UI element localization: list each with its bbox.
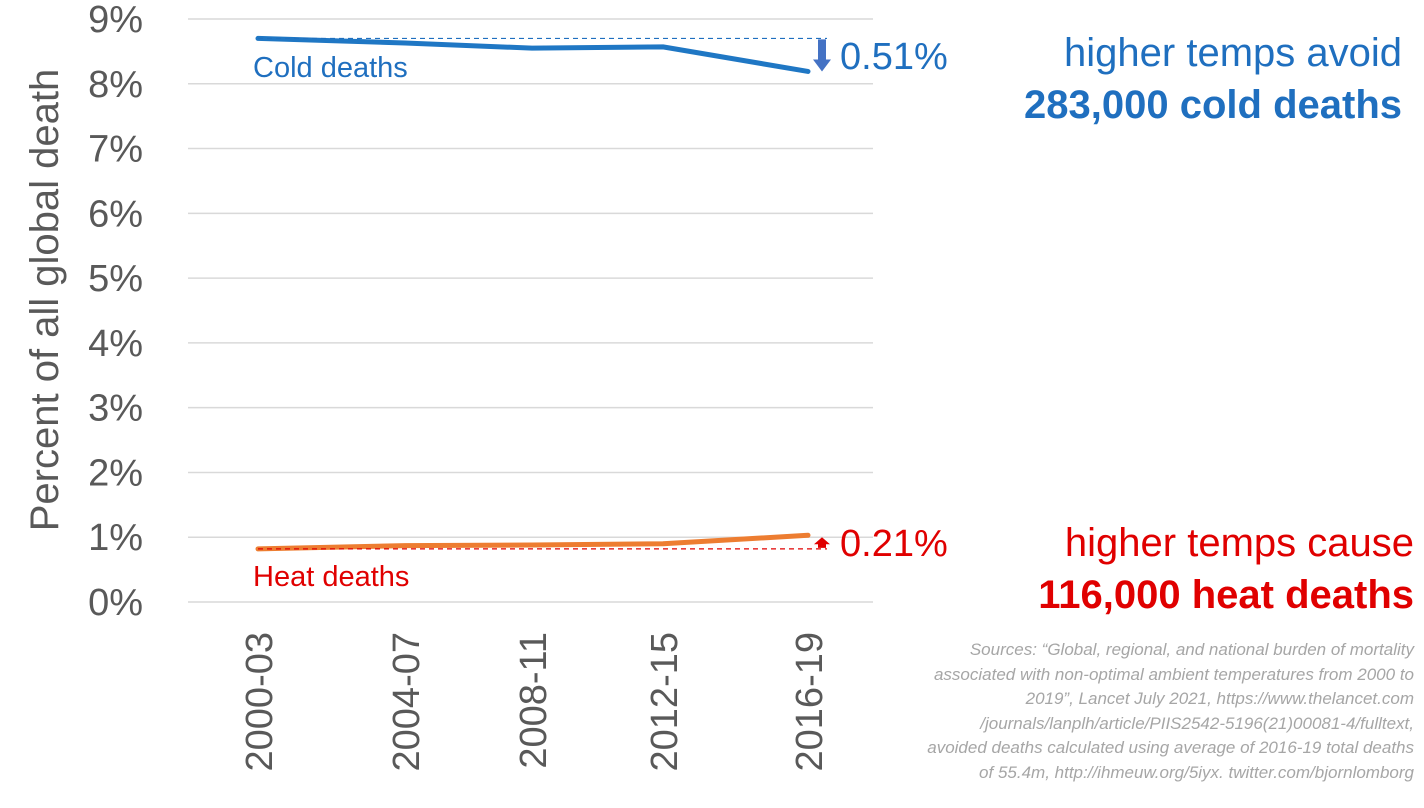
x-tick-label: 2000-03 [239, 632, 281, 771]
y-tick-label: 3% [88, 388, 143, 430]
y-tick-label: 9% [88, 0, 143, 41]
cold-callout: higher temps avoid 283,000 cold deaths [1024, 27, 1402, 131]
sources-line: associated with non-optimal ambient temp… [933, 664, 1414, 684]
y-tick-label: 7% [88, 129, 143, 171]
series-group: Cold deaths Heat deaths [253, 35, 811, 593]
y-tick-label: 0% [88, 582, 143, 624]
sources-line: /journals/lanplh/article/PIIS2542-5196(2… [980, 713, 1414, 733]
y-tick-label: 6% [88, 193, 143, 235]
sources-line: 2019”, Lancet July 2021, https://www.the… [1025, 689, 1414, 709]
y-tick-label: 4% [88, 323, 143, 365]
gridlines [188, 18, 873, 603]
sources-line: Sources: “Global, regional, and national… [969, 640, 1414, 659]
sources-note: Sources: “Global, regional, and national… [814, 638, 1414, 786]
heat-callout-line2: 116,000 heat deaths [1038, 573, 1414, 617]
cold-callout-line2: 283,000 cold deaths [1024, 83, 1402, 127]
y-tick-label: 5% [88, 258, 143, 300]
y-axis-ticks: 0% 1% 2% 3% 4% 5% 6% 7% 8% 9% [88, 0, 143, 624]
series-label: Cold deaths [253, 52, 408, 84]
cold-callout-line1: higher temps avoid [1064, 31, 1402, 75]
heat-callout-line1: higher temps cause [1064, 521, 1414, 565]
y-tick-label: 1% [88, 517, 143, 559]
series-label: Heat deaths [253, 561, 409, 593]
heat-callout: higher temps cause 116,000 heat deaths [1038, 517, 1414, 621]
series-line [255, 532, 811, 552]
change-label: 0.51% [840, 36, 948, 78]
y-axis-label: Percent of all global death [23, 69, 67, 532]
down-arrow-icon [813, 39, 831, 72]
series-line [255, 35, 811, 74]
x-tick-label: 2016-19 [789, 632, 831, 771]
up-arrow-icon [814, 537, 830, 548]
x-axis-ticks: 2000-03 2004-07 2008-11 2012-15 2016-19 [239, 632, 831, 771]
sources-line: of 55.4m, http://ihmeuw.org/5iyx. twitte… [979, 762, 1414, 782]
change-annotations: 0.51% 0.21% [258, 36, 948, 565]
sources-line: avoided deaths calculated using average … [927, 738, 1414, 758]
y-tick-label: 8% [88, 64, 143, 106]
x-tick-label: 2004-07 [386, 632, 428, 771]
x-tick-label: 2012-15 [644, 632, 686, 771]
y-tick-label: 2% [88, 452, 143, 494]
change-label: 0.21% [840, 523, 948, 565]
x-tick-label: 2008-11 [513, 632, 555, 769]
